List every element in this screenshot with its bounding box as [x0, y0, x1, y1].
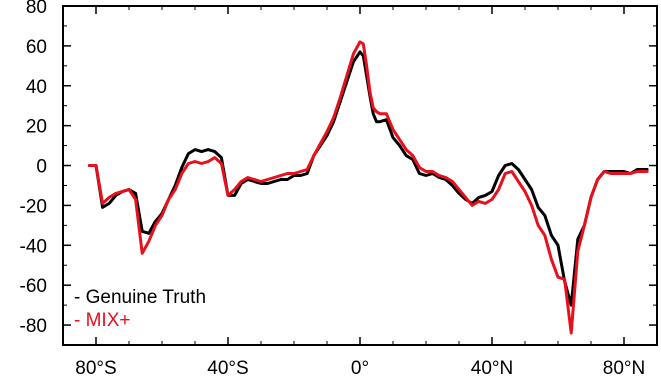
tick-marks	[62, 5, 658, 346]
y-tick-label: -40	[20, 236, 47, 257]
legend: - Genuine Truth- MIX+	[74, 287, 206, 331]
series-lines	[87, 40, 649, 335]
y-tick-label: -80	[20, 316, 47, 337]
x-tick-label: 40°N	[471, 358, 513, 379]
tick-labels: 80 60 40 20 0 -20 -40 -60 -80 80°S 40°S 0° 40°N 80°N	[20, 0, 646, 379]
legend-entry: - MIX+	[74, 310, 130, 331]
y-tick-label: 0	[36, 157, 47, 178]
y-tick-label: -60	[20, 276, 47, 297]
y-tick-label: 40	[26, 77, 47, 98]
y-tick-label: 20	[26, 117, 47, 138]
x-tick-label: 80°N	[603, 358, 645, 379]
legend-entry: - Genuine Truth	[74, 287, 206, 308]
x-tick-label: 80°S	[75, 358, 116, 379]
y-tick-label: 80	[26, 0, 47, 18]
series-line-mix-plus	[87, 40, 649, 335]
x-tick-label: 40°S	[207, 358, 248, 379]
x-tick-label: 0°	[351, 358, 369, 379]
y-tick-label: -20	[20, 196, 47, 217]
y-tick-label: 60	[26, 37, 47, 58]
